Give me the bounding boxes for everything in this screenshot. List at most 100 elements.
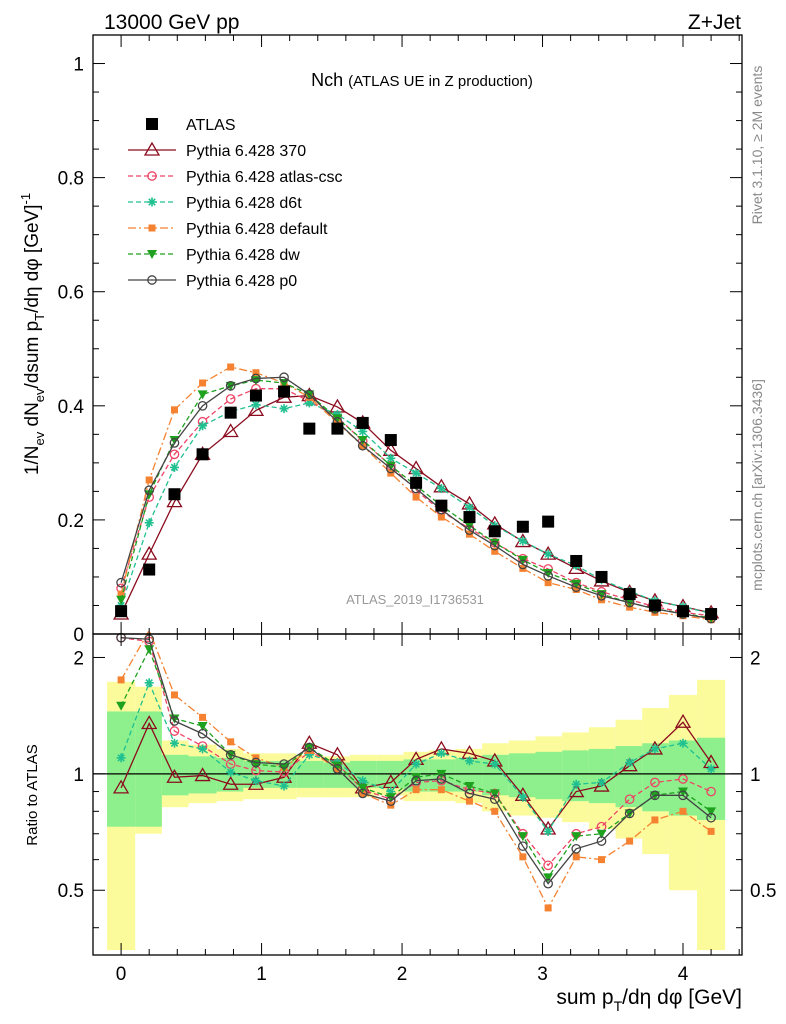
y-tick-label-main: 0.4 xyxy=(58,397,85,418)
point-dw xyxy=(489,538,500,548)
ratio-point-default xyxy=(199,713,207,721)
point-atlas xyxy=(488,525,501,538)
plot-title: Nch xyxy=(311,70,343,90)
ratio-point-atlascsc xyxy=(543,860,553,871)
point-p0 xyxy=(304,389,315,400)
point-default xyxy=(170,406,178,414)
point-dw xyxy=(543,568,554,578)
plot-title-group: Nch (ATLAS UE in Z production) xyxy=(311,70,533,90)
ratio-point-p370 xyxy=(166,768,183,783)
point-dw xyxy=(571,579,582,589)
ratio-point-d6t xyxy=(144,678,154,688)
ratio-point-p0 xyxy=(169,716,180,726)
point-atlas xyxy=(384,434,397,447)
legend-label: Pythia 6.428 p0 xyxy=(186,273,297,290)
y-axis-label-main: 1/Nev dNev/dsum pT/dη dφ [GeV]-1 xyxy=(18,193,47,475)
ratio-point-p0 xyxy=(332,764,343,774)
legend-label: Pythia 6.428 370 xyxy=(186,143,306,160)
point-atlas xyxy=(196,448,209,461)
energy-label: 13000 GeV pp xyxy=(104,11,239,34)
ratio-point-p0 xyxy=(304,742,315,753)
ratio-point-d6t xyxy=(543,826,553,836)
point-d6t xyxy=(198,421,208,431)
point-default xyxy=(199,379,207,387)
point-p0 xyxy=(169,438,180,448)
point-p0 xyxy=(116,577,126,588)
ratio-panel-curves xyxy=(112,628,720,912)
point-p0 xyxy=(489,540,500,551)
process-label: Z+Jet xyxy=(688,11,741,34)
legend-marker xyxy=(147,171,157,181)
band-inner-bin xyxy=(107,711,136,827)
ratio-point-d6t xyxy=(279,781,289,791)
ratio-point-p0 xyxy=(225,749,236,760)
point-p0 xyxy=(197,400,208,411)
legend-label: Pythia 6.428 default xyxy=(186,221,328,238)
axes-ticks: 0 1 2 3 4 0 0.2 0.4 0.6 0.8 1 0.5 0.5 1 1 2 2 xyxy=(58,35,776,985)
point-d6t xyxy=(436,484,446,494)
ratio-point-d6t xyxy=(358,776,368,786)
ratio-point-default xyxy=(170,691,178,699)
point-atlas xyxy=(648,599,661,612)
point-atlascsc xyxy=(225,394,236,404)
ratio-point-p370 xyxy=(112,779,130,794)
main-panel-curves xyxy=(112,363,720,624)
y-tick-label-ratio-right: 2 xyxy=(750,648,761,669)
legend-entry-p0: Pythia 6.428 p0 xyxy=(128,273,297,290)
ratio-point-atlascsc xyxy=(169,726,180,736)
y-tick-label-main: 0.8 xyxy=(58,169,84,190)
plot-subtitle: (ATLAS UE in Z production) xyxy=(348,73,533,90)
ratio-point-p0 xyxy=(678,790,688,801)
point-dw xyxy=(197,390,208,400)
legend-marker xyxy=(143,141,161,156)
point-dw xyxy=(357,436,368,446)
point-p370 xyxy=(141,545,158,560)
point-atlas xyxy=(623,588,636,601)
ratio-point-d6t xyxy=(490,759,500,769)
point-atlas xyxy=(595,570,608,583)
point-atlas xyxy=(463,511,476,524)
point-atlas xyxy=(542,515,555,528)
point-atlas xyxy=(435,499,448,512)
ratio-point-p0 xyxy=(571,843,582,854)
ratio-point-dw xyxy=(571,832,582,842)
ratio-point-d6t xyxy=(625,757,635,767)
ratio-point-default xyxy=(437,786,445,794)
point-atlas xyxy=(516,520,529,533)
legend-entry-d6t: Pythia 6.428 d6t xyxy=(128,195,302,212)
ratio-point-default xyxy=(626,837,634,845)
ratio-point-p0 xyxy=(706,812,716,823)
ratio-point-dw xyxy=(489,789,500,799)
legend-marker xyxy=(147,275,157,285)
ratio-point-d6t xyxy=(571,779,581,789)
x-tick-label: 2 xyxy=(397,964,408,985)
point-p0 xyxy=(225,380,236,391)
point-p0 xyxy=(279,372,289,383)
ratio-line-dw xyxy=(120,647,712,879)
ratio-point-dw xyxy=(678,787,688,797)
ratio-point-dw xyxy=(357,783,368,793)
ratio-point-p0 xyxy=(624,808,635,819)
point-atlas xyxy=(331,422,344,435)
x-axis-label: sum pT/dη dφ [GeV] xyxy=(556,986,742,1014)
point-d6t xyxy=(411,468,421,478)
y-tick-label-main: 0.6 xyxy=(58,283,84,304)
ratio-point-default xyxy=(117,676,125,684)
legend-entry-atlas: ATLAS xyxy=(146,117,236,134)
point-atlas xyxy=(224,406,237,419)
point-d6t xyxy=(251,400,261,410)
ratio-point-default xyxy=(651,816,659,824)
point-dw xyxy=(169,436,180,446)
ratio-point-p0 xyxy=(357,788,368,799)
point-atlas xyxy=(410,476,423,489)
ratio-line-atlascsc xyxy=(121,637,712,867)
ratio-point-default xyxy=(679,807,687,815)
ratio-point-d6t xyxy=(678,738,688,748)
ratio-point-default xyxy=(572,853,580,861)
y-tick-label-main: 1 xyxy=(73,55,84,76)
ratio-point-dw xyxy=(464,782,475,792)
ratio-point-d6t xyxy=(518,792,528,802)
ratio-point-p0 xyxy=(197,728,208,739)
ratio-point-d6t xyxy=(198,744,208,754)
